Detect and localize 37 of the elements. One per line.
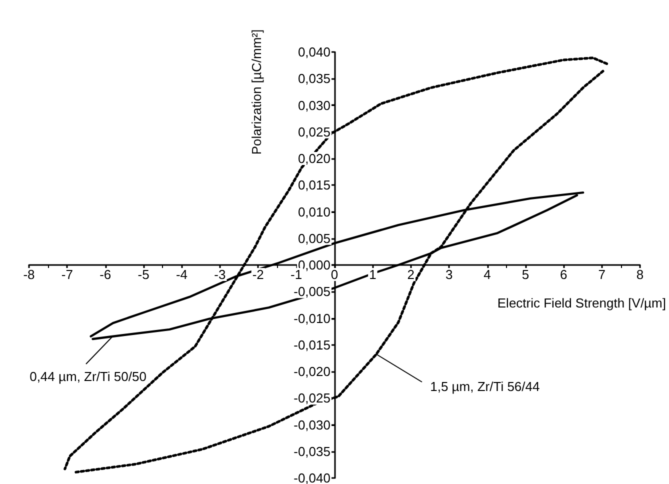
x-tick-label: 7 — [598, 267, 606, 282]
x-tick-label: -3 — [214, 267, 226, 282]
x-tick-label: 6 — [560, 267, 568, 282]
y-tick-label: 0,040 — [298, 44, 330, 60]
y-tick-label: -0,015 — [294, 337, 330, 352]
y-tick-label: 0,015 — [298, 178, 330, 193]
y-tick-label: -0,005 — [294, 284, 330, 300]
x-tick-label: -4 — [176, 267, 188, 282]
x-tick-label: 3 — [445, 267, 453, 282]
y-tick-label: 0,025 — [298, 124, 330, 140]
y-tick-label: 0,020 — [298, 151, 330, 166]
x-tick-label: -1 — [290, 267, 302, 282]
x-tick-label: 4 — [484, 267, 491, 282]
x-tick-label: -7 — [61, 267, 73, 282]
y-tick-label: -0,035 — [294, 444, 330, 459]
x-tick-label: 5 — [522, 267, 530, 282]
y-tick-label: -0,025 — [294, 390, 330, 406]
y-tick-label: -0,040 — [294, 470, 330, 484]
x-tick-label: -5 — [138, 267, 150, 282]
x-tick-label: -6 — [100, 267, 112, 282]
y-tick-label: 0,035 — [298, 71, 330, 86]
x-tick-label: 0 — [330, 267, 338, 282]
annotation: 0,44 µm, Zr/Ti 50/50 — [30, 368, 146, 384]
y-tick-label: -0,010 — [294, 310, 330, 326]
x-tick-label: -8 — [23, 267, 35, 282]
x-tick-label: 2 — [407, 267, 414, 282]
x-tick-label: 8 — [636, 267, 644, 282]
y-tick-label: -0,020 — [294, 364, 330, 379]
y-tick-label: -0,030 — [294, 417, 330, 432]
y-tick-label: 0,030 — [298, 98, 330, 113]
y-tick-label: 0,005 — [298, 230, 330, 246]
annotation: 1,5 µm, Zr/Ti 56/44 — [430, 378, 540, 394]
x-tick-label: -2 — [252, 267, 264, 282]
x-axis-title: Electric Field Strength [V/µm] — [497, 296, 666, 310]
y-axis-title: Polarization [µC/mm²] — [249, 29, 264, 155]
x-tick-label: 1 — [369, 267, 376, 282]
y-tick-label: 0,010 — [298, 204, 330, 220]
